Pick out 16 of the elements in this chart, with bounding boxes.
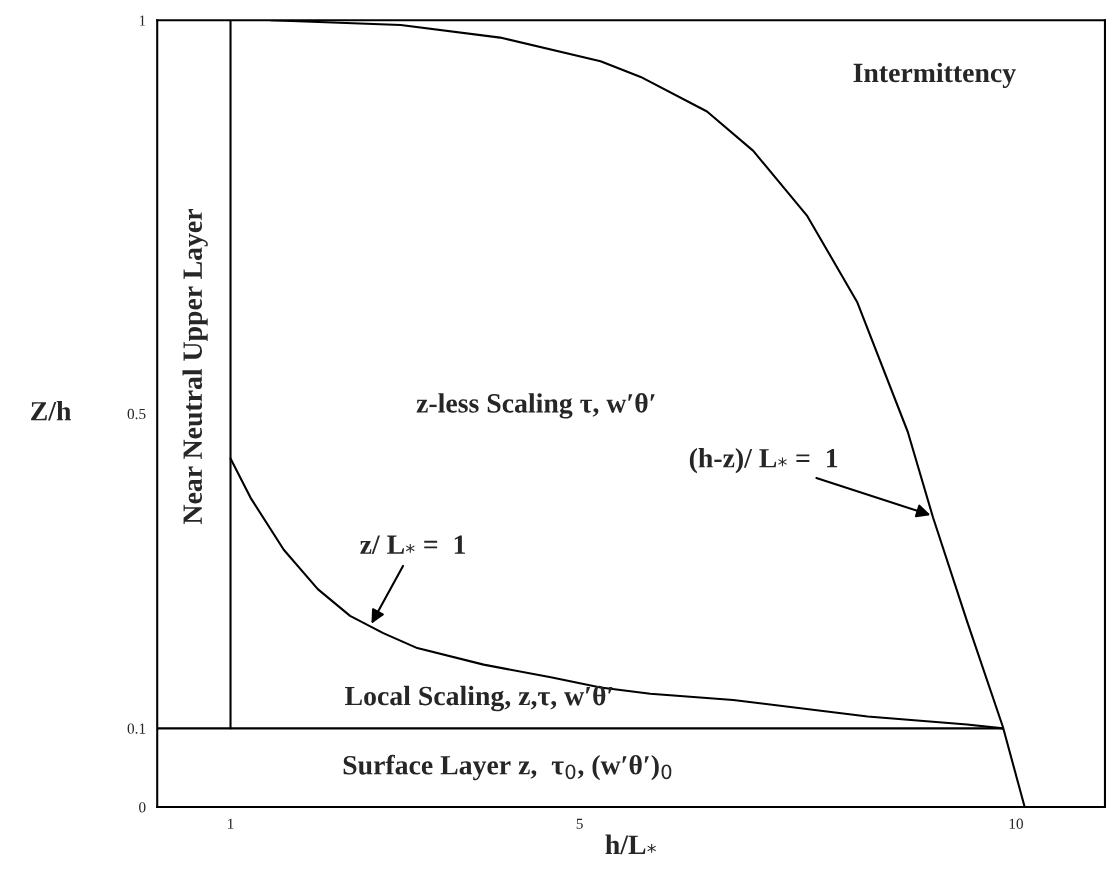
y-tick-label: 0 xyxy=(139,802,146,813)
x-axis-title: h/L$_{*}$ xyxy=(605,834,656,855)
annotation: Near Neutral Upper Layer xyxy=(182,209,208,524)
annotation: Local Scaling, z,τ, w′θ′ xyxy=(345,685,613,712)
annotation: Intermittency xyxy=(853,62,1016,88)
x-tick-label: 10 xyxy=(1009,818,1024,829)
x-tick-label: 5 xyxy=(576,818,583,829)
annotation: Surface Layer z, τ$_{0}$, (w′θ′)$_{0}$ xyxy=(343,754,672,781)
annotation: (h-z)/ L$_{*}$ = 1 xyxy=(689,448,838,474)
y-axis-title: Z/h xyxy=(31,401,72,421)
y-tick-label: 0.5 xyxy=(127,408,146,420)
y-tick-label: 1 xyxy=(139,15,146,26)
annotation: z-less Scaling τ, w′θ′ xyxy=(416,393,655,419)
x-tick-label: 1 xyxy=(228,818,234,829)
y-tick-label: 0.1 xyxy=(127,723,146,734)
annotation: z/ L$_{*}$ = 1 xyxy=(360,535,466,555)
